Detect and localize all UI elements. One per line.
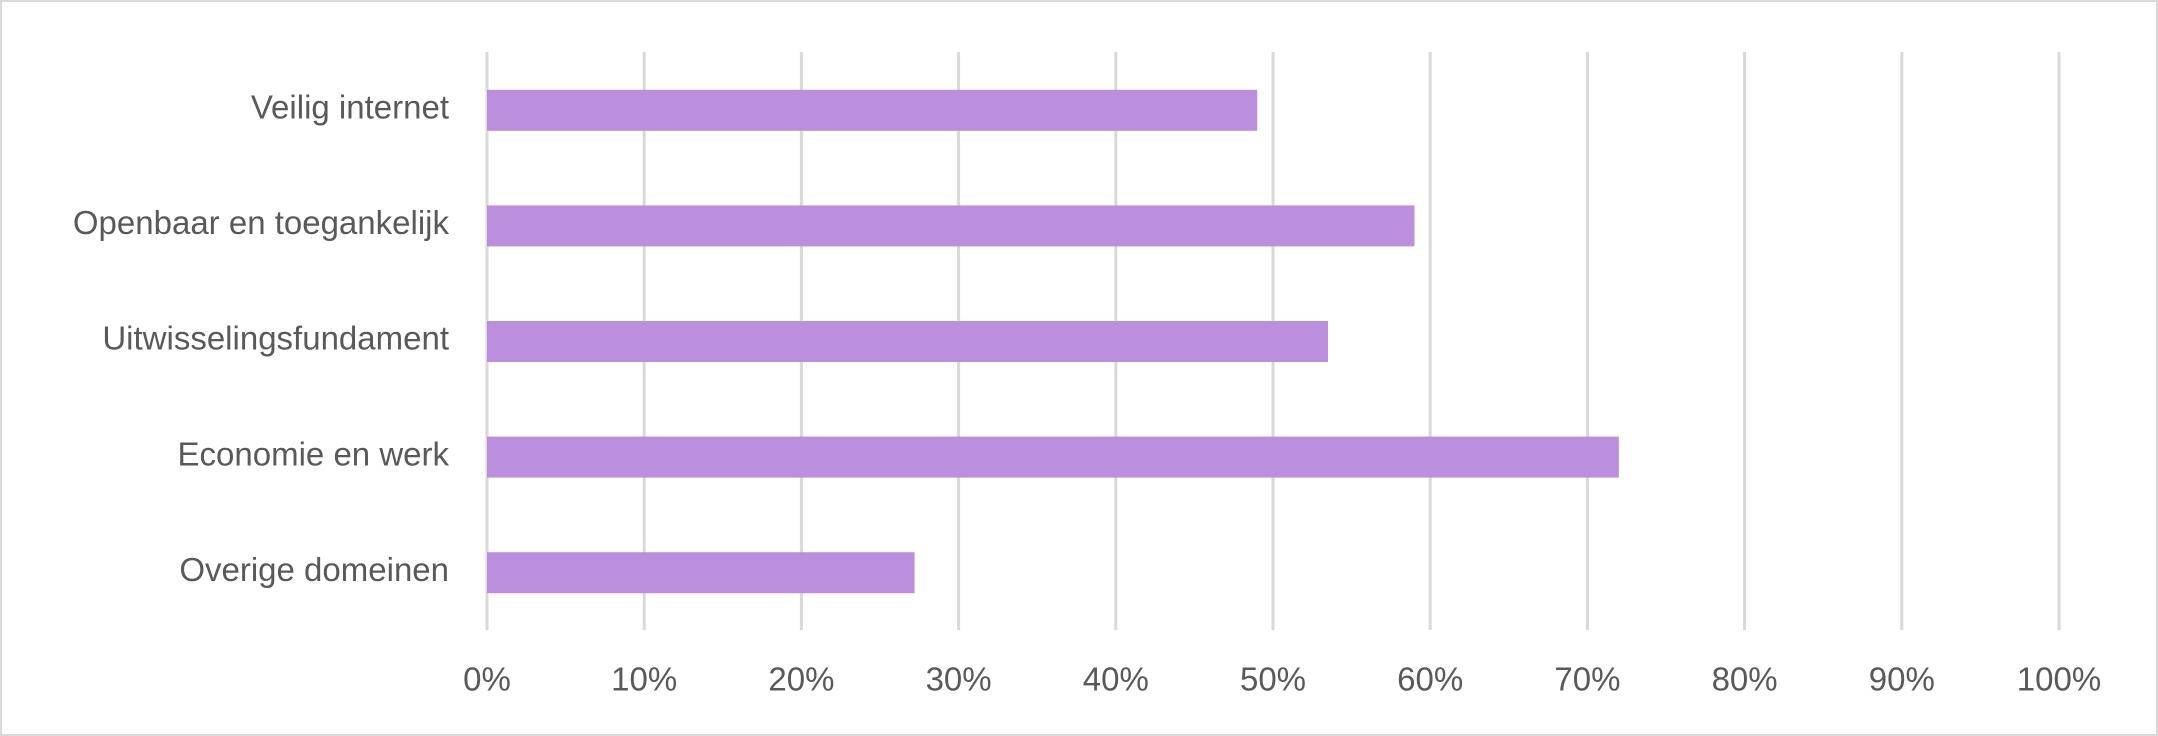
bar [487,321,1329,362]
x-tick-label: 40% [1083,661,1149,698]
bar [487,436,1619,478]
y-tick-label: Overige domeinen [179,551,449,588]
x-tick-label: 100% [2017,661,2101,698]
bar [487,552,915,594]
x-tick-label: 90% [1869,661,1935,698]
x-tick-label: 70% [1554,661,1620,698]
y-tick-label: Economie en werk [178,435,450,472]
bar [487,205,1415,247]
x-tick-label: 0% [463,661,511,698]
x-tick-label: 50% [1240,661,1306,698]
x-tick-label: 80% [1712,661,1778,698]
x-tick-label: 30% [926,661,992,698]
y-tick-label: Uitwisselingsfundament [102,320,449,357]
bar [487,89,1258,131]
x-tick-label: 60% [1397,661,1463,698]
x-tick-label: 10% [611,661,677,698]
x-tick-label: 20% [768,661,834,698]
y-tick-label: Openbaar en toegankelijk [73,204,450,241]
y-tick-label: Veilig internet [251,89,449,126]
